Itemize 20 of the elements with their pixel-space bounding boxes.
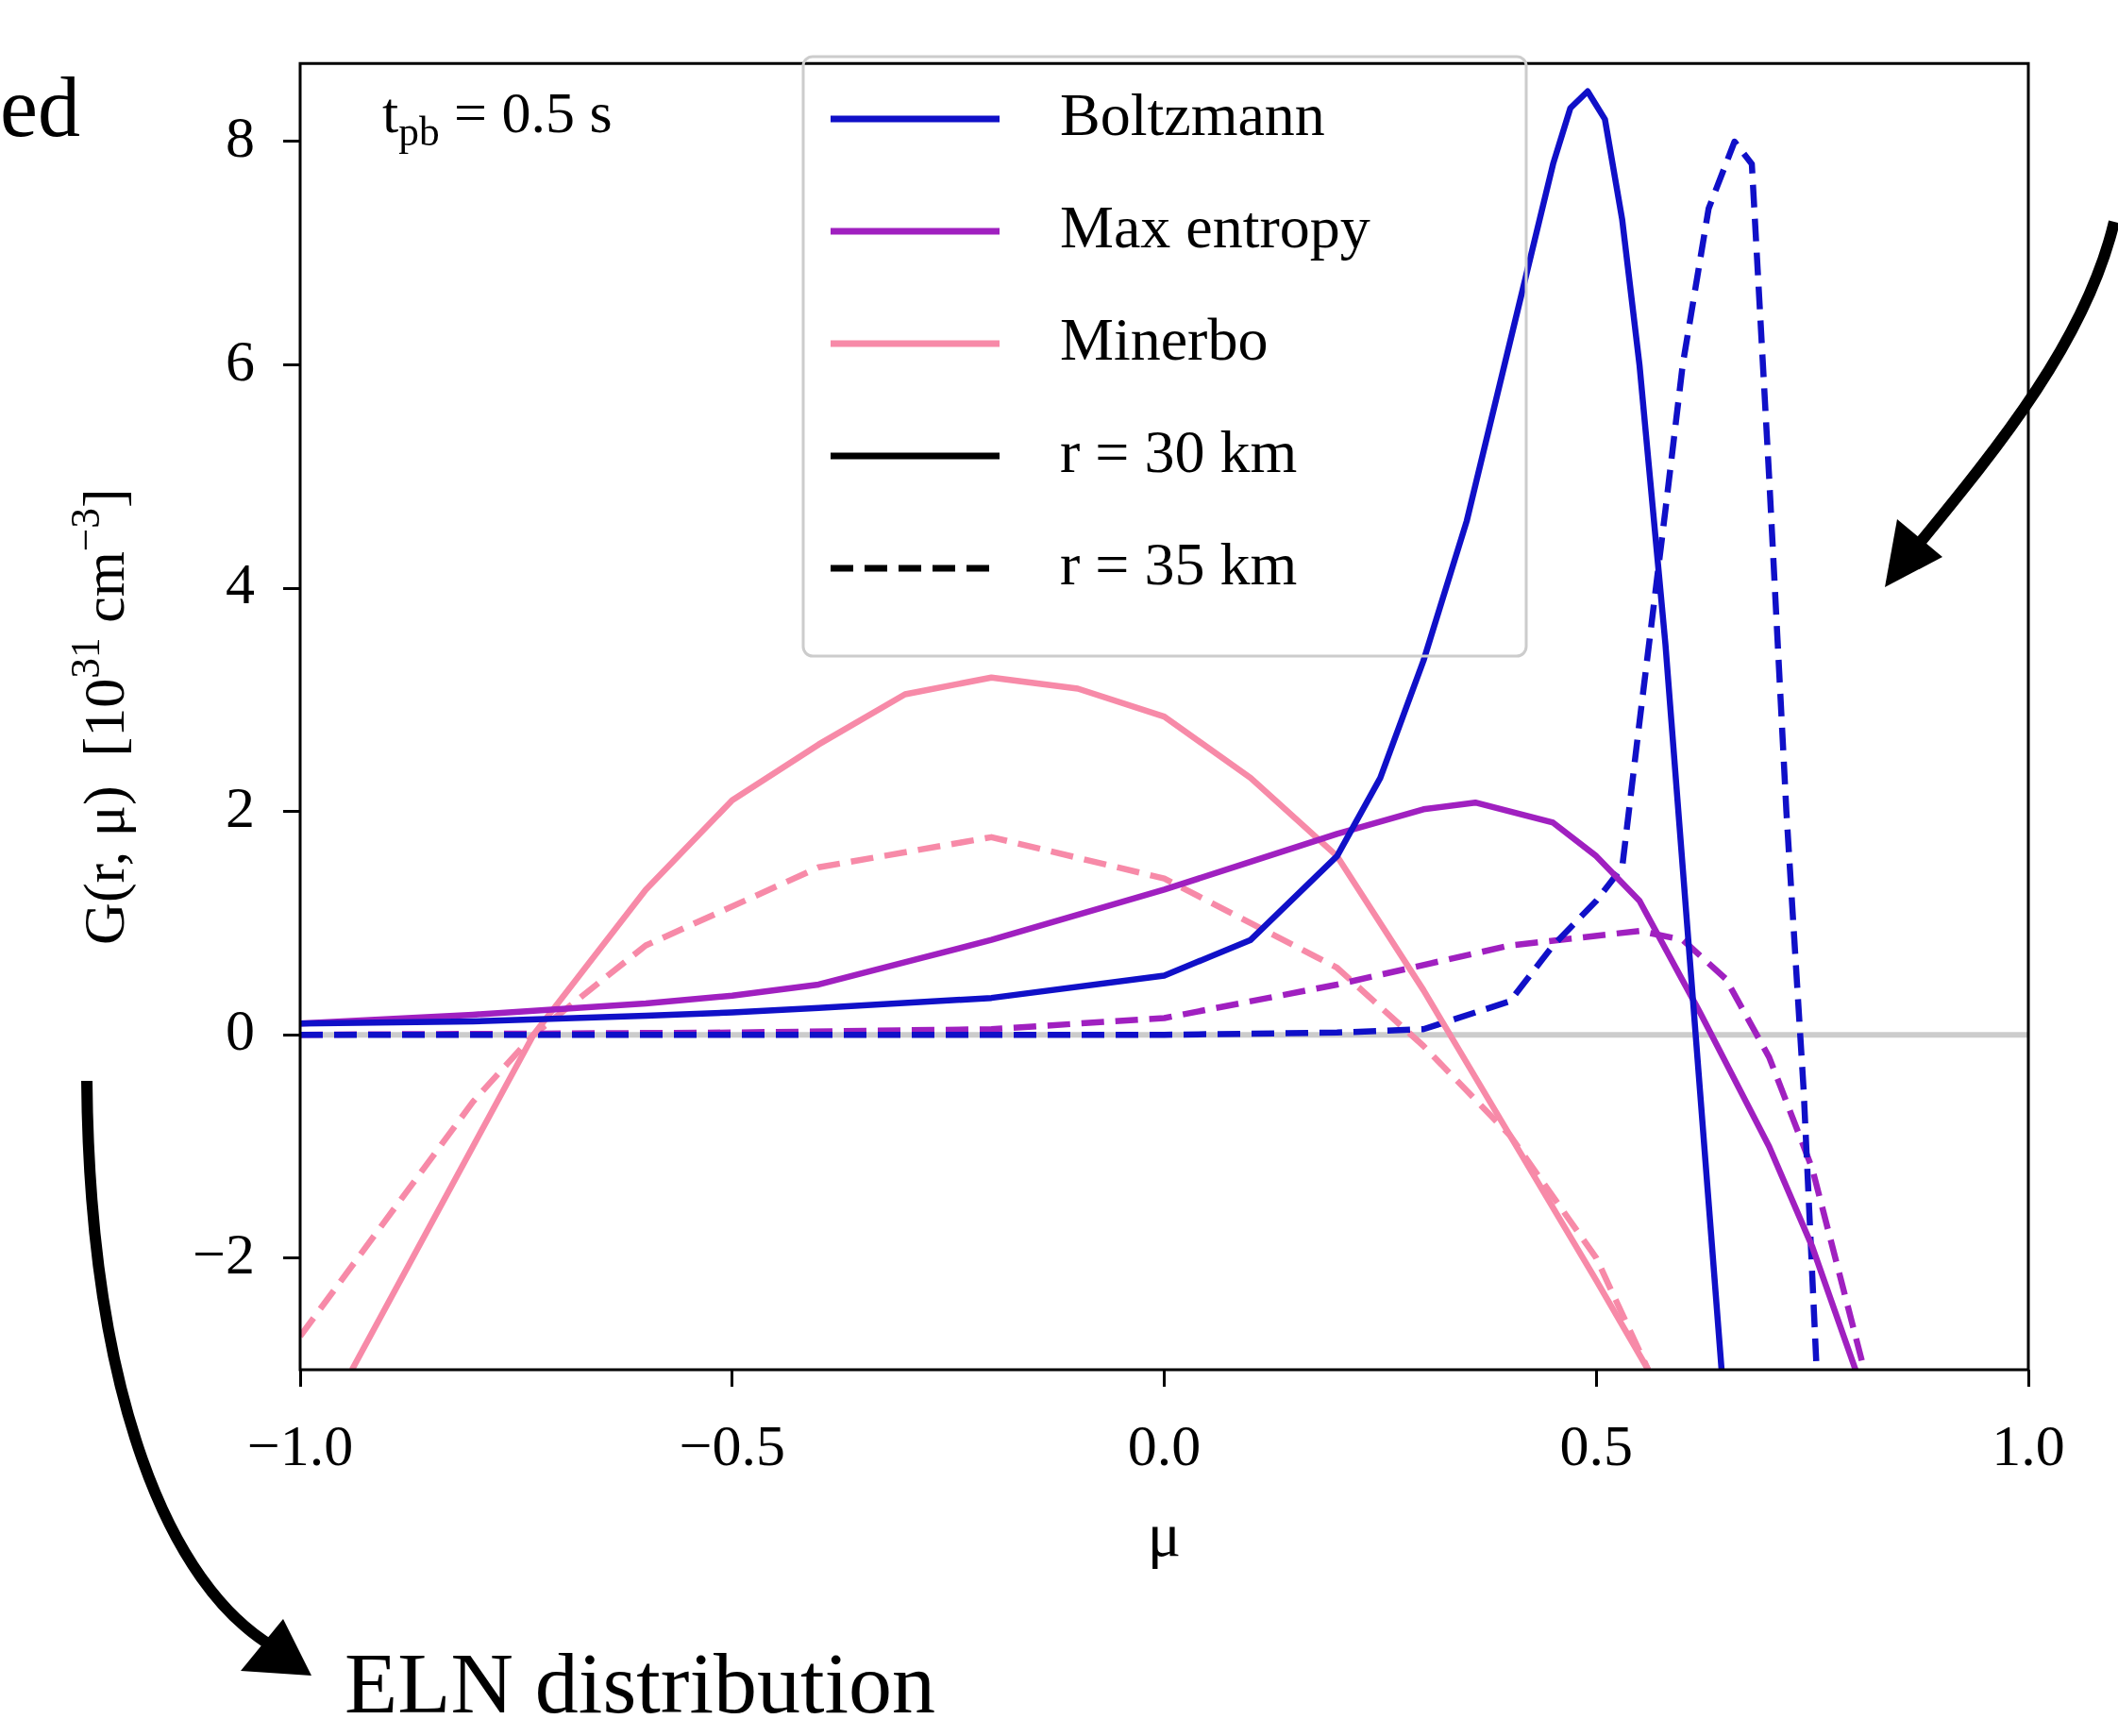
text: ELN distribution [345, 1635, 936, 1732]
x-tick-label: −1.0 [246, 1413, 354, 1478]
y-tick-label: 2 [226, 774, 255, 839]
y-tick-label: 0 [226, 998, 255, 1063]
y-axis-title: G(r, μ) [1031 cm−3] [61, 488, 138, 945]
legend-label: r = 30 km [1060, 417, 1298, 485]
x-tick-label: 1.0 [1992, 1413, 2065, 1478]
y-tick-label: −2 [193, 1222, 255, 1287]
y-tick-label: 8 [226, 105, 255, 170]
legend-label: Max entropy [1060, 193, 1370, 261]
legend-label: Boltzmann [1060, 80, 1325, 148]
text: ed [0, 59, 80, 154]
x-tick-label: 0.5 [1559, 1413, 1633, 1478]
y-tick-label: 6 [226, 328, 255, 393]
x-tick-label: 0.0 [1127, 1413, 1202, 1478]
legend-label: Minerbo [1060, 305, 1269, 373]
y-tick-label: 4 [226, 551, 255, 616]
legend-label: r = 35 km [1060, 530, 1298, 598]
x-axis-title: μ [1147, 1500, 1182, 1570]
x-tick-label: −0.5 [679, 1413, 785, 1478]
